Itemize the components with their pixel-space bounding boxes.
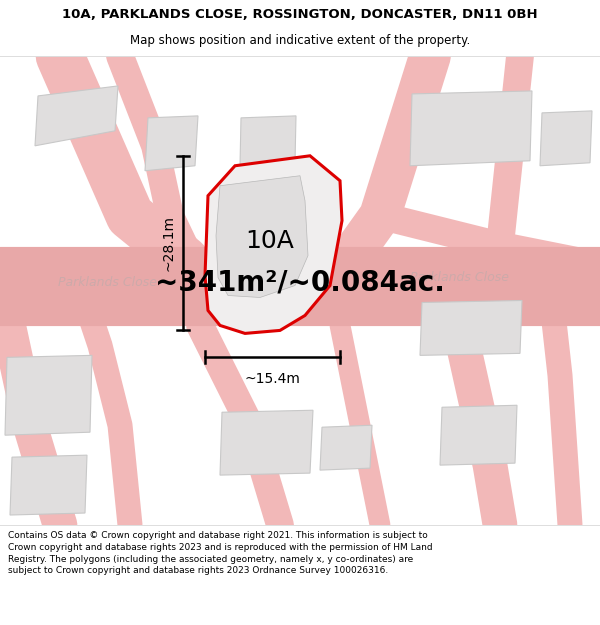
- Text: Parklands Close: Parklands Close: [410, 271, 509, 284]
- Polygon shape: [5, 356, 92, 435]
- Polygon shape: [240, 116, 296, 166]
- Polygon shape: [320, 425, 372, 470]
- Polygon shape: [35, 86, 118, 146]
- Text: ~28.1m: ~28.1m: [162, 215, 176, 271]
- Text: Map shows position and indicative extent of the property.: Map shows position and indicative extent…: [130, 34, 470, 47]
- Text: Contains OS data © Crown copyright and database right 2021. This information is : Contains OS data © Crown copyright and d…: [8, 531, 433, 576]
- Text: Parklands Close: Parklands Close: [59, 276, 157, 289]
- Text: 10A, PARKLANDS CLOSE, ROSSINGTON, DONCASTER, DN11 0BH: 10A, PARKLANDS CLOSE, ROSSINGTON, DONCAS…: [62, 8, 538, 21]
- Polygon shape: [216, 176, 308, 298]
- Polygon shape: [220, 410, 313, 475]
- Polygon shape: [145, 116, 198, 171]
- Text: ~15.4m: ~15.4m: [245, 372, 301, 386]
- Polygon shape: [540, 111, 592, 166]
- Text: 10A: 10A: [245, 229, 295, 253]
- Polygon shape: [10, 455, 87, 515]
- Polygon shape: [440, 405, 517, 465]
- Polygon shape: [420, 301, 522, 356]
- Text: ~341m²/~0.084ac.: ~341m²/~0.084ac.: [155, 269, 445, 296]
- Polygon shape: [205, 156, 342, 333]
- Polygon shape: [410, 91, 532, 166]
